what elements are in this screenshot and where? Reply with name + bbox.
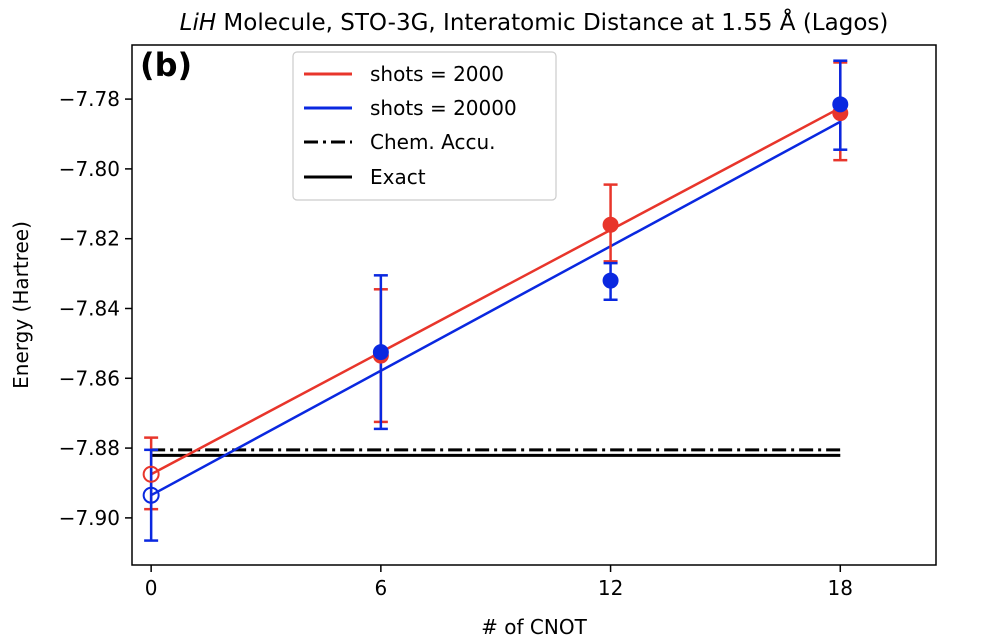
y-tick-label: −7.80 bbox=[59, 157, 120, 181]
legend: shots = 2000 shots = 20000 Chem. Accu. E… bbox=[292, 51, 557, 201]
y-tick-label: −7.90 bbox=[59, 506, 120, 530]
legend-frame bbox=[292, 51, 557, 201]
y-tick-label: −7.86 bbox=[59, 366, 120, 390]
data-point-shots-2000 bbox=[602, 216, 619, 233]
fit-line-shots-20000 bbox=[150, 120, 841, 497]
axis-ticks: 0 6 12 18 −7.78 −7.80 −7.82 −7.84 −7.86 −7.88 −7.9… bbox=[59, 87, 853, 600]
y-tick-label: −7.78 bbox=[59, 87, 120, 111]
data-point-shots-20000 bbox=[602, 272, 619, 289]
x-tick-label: 18 bbox=[828, 576, 853, 600]
fit-lines bbox=[150, 106, 841, 497]
y-tick-label: −7.84 bbox=[59, 296, 120, 320]
data-point-shots-20000 bbox=[372, 344, 389, 361]
legend-label-shots-2000: shots = 2000 bbox=[370, 62, 504, 86]
x-axis-label: # of CNOT bbox=[481, 615, 587, 639]
chart-title-italic: LiH bbox=[180, 10, 217, 36]
x-tick-label: 12 bbox=[598, 576, 623, 600]
x-tick-label: 0 bbox=[145, 576, 158, 600]
reference-lines bbox=[151, 448, 841, 457]
legend-label-shots-20000: shots = 20000 bbox=[370, 96, 517, 120]
data-point-shots-2000 bbox=[142, 465, 160, 483]
data-markers bbox=[142, 96, 849, 504]
fit-line-shots-2000 bbox=[150, 106, 841, 476]
x-tick-label: 6 bbox=[374, 576, 387, 600]
data-point-shots-20000 bbox=[142, 486, 160, 504]
panel-label: (b) bbox=[140, 46, 192, 84]
y-tick-label: −7.88 bbox=[59, 436, 120, 460]
data-point-shots-20000 bbox=[832, 96, 849, 113]
legend-label-chem-accu: Chem. Accu. bbox=[370, 130, 496, 154]
chart-title-rest: Molecule, STO-3G, Interatomic Distance a… bbox=[216, 8, 888, 36]
legend-label-exact: Exact bbox=[370, 165, 426, 189]
y-tick-label: −7.82 bbox=[59, 227, 120, 251]
plot-frame bbox=[131, 44, 937, 566]
chart-title: LiH Molecule, STO-3G, Interatomic Distan… bbox=[180, 8, 889, 36]
y-axis-label: Energy (Hartree) bbox=[9, 221, 33, 389]
